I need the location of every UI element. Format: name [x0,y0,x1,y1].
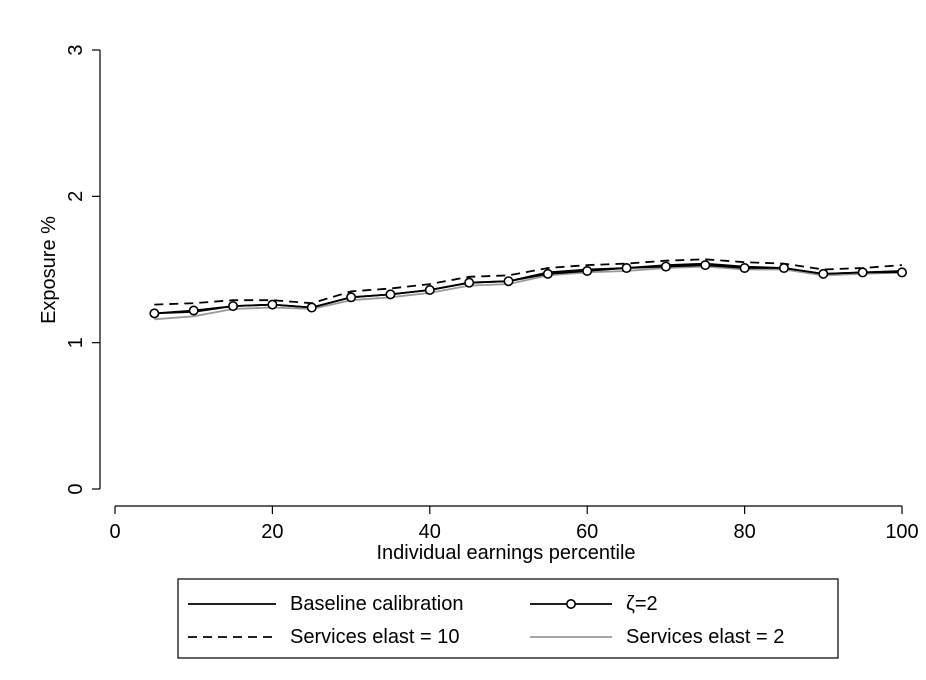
series-layer [149,258,907,321]
series-marker [660,261,671,272]
y-axis-title: Exposure % [38,216,60,324]
series-marker [621,263,632,274]
series-marker [228,301,239,312]
y-tick-label: 1 [65,337,87,348]
legend-label-2: Services elast = 10 [290,626,460,648]
x-tick-label: 40 [419,521,441,543]
x-tick-label: 100 [885,521,918,543]
series-marker [188,305,199,316]
legend: Baseline calibration ζ=2 Services elast = … [177,578,839,659]
legend-label-1: ζ=2 [626,593,658,615]
x-tick-label: 0 [109,521,120,543]
legend-marker [565,598,576,609]
x-axis-title: Individual earnings percentile [376,542,635,564]
legend-box [177,578,839,659]
series-marker [385,289,396,300]
legend-label-0: Baseline calibration [290,593,463,615]
series-marker [778,263,789,274]
series-marker [582,265,593,276]
x-tick-label: 20 [261,521,283,543]
series-marker [857,267,868,278]
series-marker [700,260,711,271]
series-line-1 [154,264,902,315]
series-marker [267,299,278,310]
series-marker [542,268,553,279]
series-marker [346,292,357,303]
series-marker [739,263,750,274]
x-tick-label: 60 [576,521,598,543]
series-marker [818,268,829,279]
series-marker [306,302,317,313]
series-line-3 [154,265,903,321]
axes: 0 1 2 3 0 20 40 60 80 100 [65,44,919,543]
series-marker [896,267,907,278]
series-marker [464,277,475,288]
y-tick-label: 2 [65,191,87,202]
legend-label-3: Services elast = 2 [626,626,784,648]
y-tick-label: 0 [65,483,87,494]
x-tick-label: 80 [733,521,755,543]
series-marker [149,308,160,319]
series-marker [424,284,435,295]
series-marker [503,276,514,287]
series-line-2 [154,258,903,306]
y-tick-label: 3 [65,44,87,55]
